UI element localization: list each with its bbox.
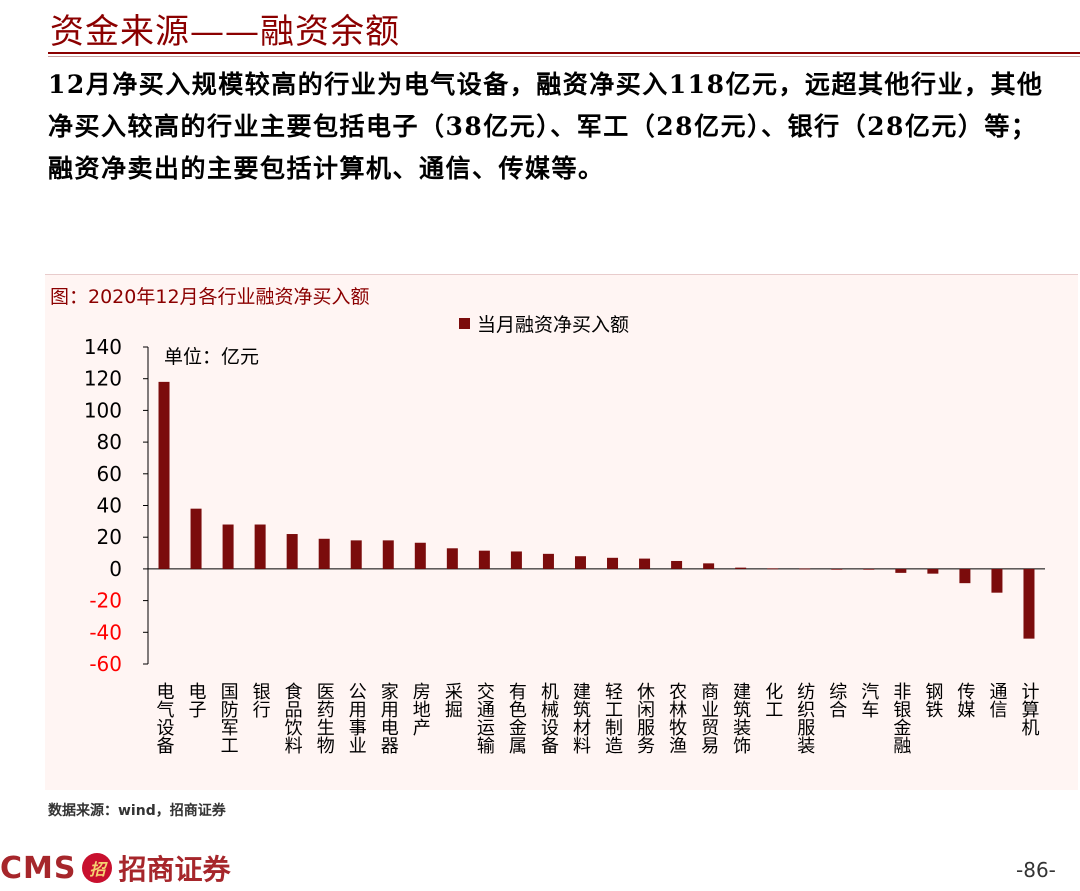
y-tick-label: 40 [97, 494, 122, 518]
bar-公用事业 [350, 540, 362, 569]
page-number: -86- [1016, 858, 1056, 882]
bar-房地产 [414, 542, 426, 569]
bar-食品饮料 [286, 534, 298, 569]
bar-传媒 [959, 568, 971, 584]
x-category-label: 有色金属 [506, 682, 527, 754]
bar-化工 [767, 568, 779, 570]
x-category-label: 计算机 [1018, 682, 1039, 736]
y-tick-label: 60 [97, 462, 122, 486]
legend-label: 当月融资净买入额 [477, 314, 629, 336]
bar-汽车 [863, 568, 875, 570]
bar-电子 [190, 508, 202, 569]
data-source: 数据来源：wind，招商证券 [48, 803, 226, 819]
x-category-label: 钢铁 [922, 682, 943, 718]
bar-有色金属 [510, 551, 522, 569]
x-category-label: 国防军工 [218, 682, 239, 754]
bar-综合 [831, 568, 843, 570]
y-tick-label: 80 [97, 430, 122, 454]
bar-计算机 [1023, 568, 1035, 639]
y-tick-label: -60 [89, 652, 122, 676]
bar-纺织服装 [799, 568, 811, 570]
logo-company-name: 招商证券 [118, 853, 231, 886]
company-logo: CMS 招 招商证券 [0, 848, 231, 888]
bar-国防军工 [222, 524, 234, 569]
y-tick-label: 0 [109, 557, 122, 581]
legend-swatch [459, 318, 470, 329]
x-category-label: 商业贸易 [698, 682, 719, 755]
x-category-label: 医药生物 [314, 682, 335, 754]
x-category-label: 农林牧渔 [666, 682, 687, 754]
bar-农林牧渔 [671, 560, 683, 569]
x-category-label: 食品饮料 [282, 682, 303, 754]
bar-交通运输 [478, 550, 490, 569]
title-divider-thin [48, 56, 1080, 57]
x-category-label: 轻工制造 [602, 682, 623, 754]
bar-休闲服务 [639, 558, 651, 569]
bar-电气设备 [158, 381, 170, 569]
bar-轻工制造 [607, 557, 619, 569]
bar-通信 [991, 568, 1003, 593]
x-category-label: 综合 [826, 682, 847, 718]
title-divider [48, 52, 1080, 54]
x-category-label: 电气设备 [154, 682, 175, 754]
page-title: 资金来源——融资余额 [50, 12, 400, 52]
chart-caption: 图：2020年12月各行业融资净买入额 [50, 286, 370, 308]
x-category-label: 汽车 [858, 682, 879, 718]
x-category-label: 非银金融 [890, 682, 911, 754]
x-category-label: 化工 [762, 682, 783, 718]
chart-panel [45, 274, 1078, 790]
x-category-label: 房地产 [410, 682, 431, 736]
y-tick-label: 120 [84, 367, 122, 391]
bar-机械设备 [542, 553, 554, 569]
logo-cms-text: CMS [0, 850, 77, 886]
x-category-label: 通信 [986, 682, 1007, 718]
bar-采掘 [446, 548, 458, 569]
y-tick-label: -40 [89, 620, 122, 644]
bar-银行 [254, 524, 266, 569]
y-tick-label: 100 [84, 398, 122, 422]
summary-text: 12月净买入规模较高的行业为电气设备，融资净买入118亿元，远超其他行业，其他净… [48, 70, 1044, 183]
bar-建筑材料 [574, 556, 586, 569]
bar-家用电器 [382, 540, 394, 569]
x-category-label: 电子 [186, 682, 207, 718]
x-category-label: 采掘 [442, 682, 463, 718]
x-category-label: 交通运输 [474, 682, 495, 755]
bar-非银金融 [895, 568, 907, 573]
bar-钢铁 [927, 568, 939, 574]
x-category-label: 建筑材料 [570, 682, 591, 754]
x-category-label: 公用事业 [346, 682, 367, 754]
bar-建筑装饰 [735, 567, 747, 569]
unit-label: 单位：亿元 [164, 346, 259, 368]
y-tick-label: 20 [97, 525, 122, 549]
logo-badge-icon: 招 [82, 853, 113, 883]
x-category-label: 休闲服务 [634, 682, 655, 754]
y-tick-label: -20 [89, 589, 122, 613]
logo-badge-text: 招 [89, 860, 106, 879]
x-category-label: 传媒 [954, 682, 975, 718]
x-category-label: 家用电器 [378, 682, 399, 754]
bar-医药生物 [318, 538, 330, 569]
bar-商业贸易 [703, 563, 715, 569]
y-tick-label: 140 [84, 335, 122, 359]
x-category-label: 纺织服装 [794, 682, 815, 754]
x-category-label: 银行 [250, 682, 271, 718]
x-category-label: 机械设备 [538, 682, 559, 754]
x-category-label: 建筑装饰 [730, 682, 751, 754]
